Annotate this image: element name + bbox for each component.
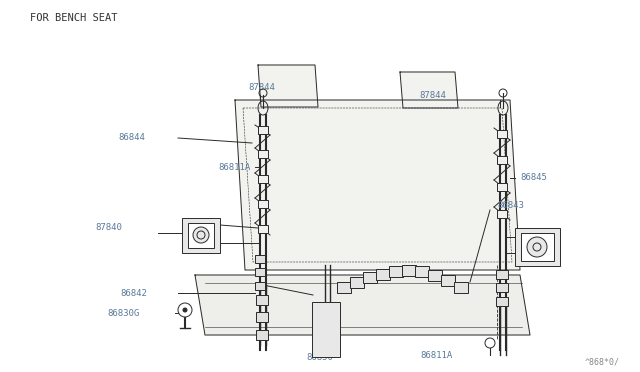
Polygon shape — [195, 275, 530, 335]
Circle shape — [193, 227, 209, 243]
Bar — [497, 155, 507, 164]
Text: 87840: 87840 — [527, 232, 554, 241]
Text: FOR BENCH SEAT: FOR BENCH SEAT — [30, 13, 118, 23]
Bar — [257, 150, 268, 158]
Text: 86844: 86844 — [118, 134, 145, 142]
Bar — [376, 269, 390, 280]
Bar — [496, 297, 508, 306]
Polygon shape — [235, 100, 520, 270]
Bar — [312, 302, 340, 357]
Bar — [496, 283, 508, 292]
Bar — [182, 218, 220, 253]
Polygon shape — [400, 72, 458, 108]
Text: 87844: 87844 — [248, 83, 275, 93]
Circle shape — [178, 303, 192, 317]
Bar — [389, 266, 403, 277]
Bar — [256, 330, 268, 340]
Circle shape — [183, 308, 187, 312]
Text: 86843: 86843 — [497, 201, 524, 209]
Bar — [441, 275, 455, 286]
Bar — [496, 270, 508, 279]
Bar — [415, 266, 429, 277]
Bar — [255, 282, 265, 290]
Bar — [257, 126, 268, 134]
Text: ^868*0/: ^868*0/ — [585, 357, 620, 366]
Bar — [257, 225, 268, 233]
Bar — [428, 270, 442, 281]
Bar — [363, 272, 377, 283]
Bar — [497, 183, 507, 190]
Text: 86811A: 86811A — [218, 163, 250, 171]
Bar — [454, 282, 468, 293]
Bar — [497, 130, 507, 138]
Bar — [257, 175, 268, 183]
Text: 86845: 86845 — [520, 173, 547, 183]
Bar — [521, 233, 554, 261]
Bar — [337, 282, 351, 293]
Bar — [402, 265, 416, 276]
Text: 86842: 86842 — [120, 289, 147, 298]
Text: 86830G: 86830G — [107, 308, 140, 317]
Text: 87840: 87840 — [95, 224, 122, 232]
Bar — [188, 223, 214, 248]
Text: 86850: 86850 — [306, 353, 333, 362]
Bar — [255, 268, 265, 276]
Bar — [515, 228, 560, 266]
Bar — [256, 295, 268, 305]
Bar — [497, 209, 507, 218]
Text: 87844: 87844 — [419, 92, 446, 100]
Bar — [257, 200, 268, 208]
Polygon shape — [258, 65, 318, 107]
Bar — [256, 312, 268, 322]
Text: 86811A: 86811A — [420, 352, 452, 360]
Circle shape — [527, 237, 547, 257]
Bar — [350, 277, 364, 288]
Bar — [255, 255, 265, 263]
